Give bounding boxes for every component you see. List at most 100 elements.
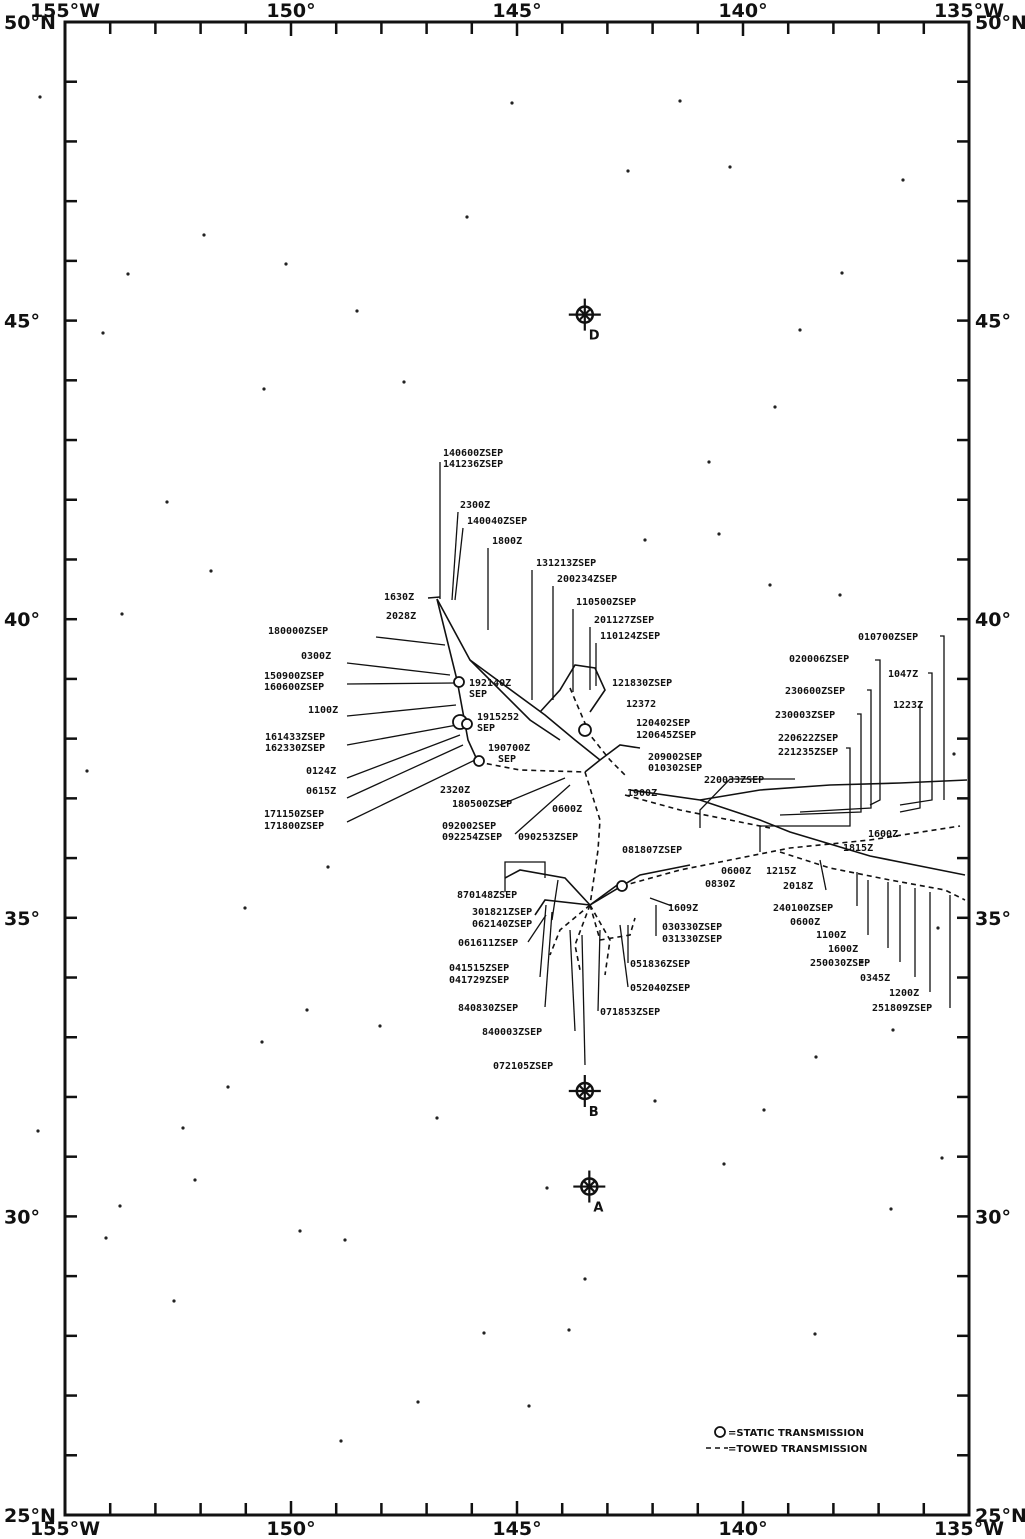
speck bbox=[527, 1404, 531, 1408]
lat-label-left: 30° bbox=[4, 1206, 40, 1228]
time-label: 052040ZSEP bbox=[630, 983, 690, 994]
time-label: 220622ZSEP bbox=[778, 733, 838, 744]
time-label: 201127ZSEP bbox=[594, 615, 654, 626]
time-label: 1100Z bbox=[308, 705, 338, 716]
speck bbox=[510, 101, 514, 105]
time-label: 0300Z bbox=[301, 651, 331, 662]
time-label: 0600Z bbox=[552, 804, 582, 815]
speck bbox=[165, 500, 169, 504]
lat-label-left: 40° bbox=[4, 609, 40, 631]
time-label: 071853ZSEP bbox=[600, 1007, 660, 1018]
static-transmission-points bbox=[452, 676, 628, 892]
scan-specks bbox=[36, 95, 956, 1443]
time-label: 180000ZSEP bbox=[268, 626, 328, 637]
time-label: 110500ZSEP bbox=[576, 597, 636, 608]
speck bbox=[717, 532, 721, 536]
speck bbox=[814, 1055, 818, 1059]
time-label: 051836ZSEP bbox=[630, 959, 690, 970]
speck bbox=[226, 1085, 230, 1089]
time-label: 1100Z bbox=[816, 930, 846, 941]
time-label: 250030ZSEP bbox=[810, 958, 870, 969]
speck bbox=[465, 215, 469, 219]
time-label: 221235ZSEP bbox=[778, 747, 838, 758]
time-label: 0615Z bbox=[306, 786, 336, 797]
buoy-d-icon: D bbox=[568, 298, 601, 344]
lon-label-top: 150° bbox=[266, 0, 315, 22]
speck bbox=[435, 1116, 439, 1120]
time-label: 1915252 bbox=[477, 712, 519, 723]
time-label: 090253ZSEP bbox=[518, 832, 578, 843]
speck bbox=[722, 1162, 726, 1166]
speck bbox=[202, 233, 206, 237]
lat-label-left: 45° bbox=[4, 311, 40, 333]
lat-label-right: 40° bbox=[975, 609, 1011, 631]
speck bbox=[838, 593, 842, 597]
time-label: 1047Z bbox=[888, 669, 918, 680]
speck bbox=[120, 612, 124, 616]
time-label: 0830Z bbox=[705, 879, 735, 890]
speck bbox=[707, 460, 711, 464]
speck bbox=[36, 1129, 40, 1133]
time-label: 120402SEP bbox=[636, 718, 690, 729]
speck bbox=[567, 1328, 571, 1332]
time-label: 240100ZSEP bbox=[773, 903, 833, 914]
speck bbox=[762, 1108, 766, 1112]
graticule-labels: 155°W 150° 145° 140° 135°W 155°W 150° 145° 140° 1… bbox=[4, 0, 1025, 1539]
speck bbox=[126, 272, 130, 276]
time-label: 062140ZSEP bbox=[472, 919, 532, 930]
time-label: 1200Z bbox=[889, 988, 919, 999]
speck bbox=[243, 906, 247, 910]
buoy-a-icon: A bbox=[573, 1170, 606, 1216]
speck bbox=[193, 1178, 197, 1182]
speck bbox=[298, 1229, 302, 1233]
time-label: 041515ZSEP bbox=[449, 963, 509, 974]
time-label: 2320Z bbox=[440, 785, 470, 796]
lat-label-left: 50°N bbox=[4, 12, 56, 34]
speck bbox=[172, 1299, 176, 1303]
speck bbox=[305, 1008, 309, 1012]
speck bbox=[181, 1126, 185, 1130]
time-label: 140600ZSEP bbox=[443, 448, 503, 459]
time-label: 870148ZSEP bbox=[457, 890, 517, 901]
speck bbox=[38, 95, 42, 99]
time-label: 1609Z bbox=[668, 903, 698, 914]
time-label: 230003ZSEP bbox=[775, 710, 835, 721]
time-label: 162330ZSEP bbox=[265, 743, 325, 754]
lon-label-bottom: 145° bbox=[492, 1518, 541, 1539]
time-label: 031330ZSEP bbox=[662, 934, 722, 945]
time-label: 1215Z bbox=[766, 866, 796, 877]
speck bbox=[402, 380, 406, 384]
time-label: 12372 bbox=[626, 699, 656, 710]
time-label: 1900Z bbox=[627, 788, 657, 799]
speck bbox=[101, 331, 105, 335]
buoy-b-icon: B bbox=[568, 1074, 601, 1120]
time-label: 1600Z bbox=[868, 829, 898, 840]
time-label: 010302SEP bbox=[648, 763, 702, 774]
speck bbox=[952, 752, 956, 756]
time-label: 209002SEP bbox=[648, 752, 702, 763]
time-label: 161433ZSEP bbox=[265, 732, 325, 743]
time-label: 840830ZSEP bbox=[458, 1003, 518, 1014]
time-label: 061611ZSEP bbox=[458, 938, 518, 949]
time-label: 092002SEP bbox=[442, 821, 496, 832]
speck bbox=[626, 169, 630, 173]
time-label: 171800ZSEP bbox=[264, 821, 324, 832]
lon-label-top: 140° bbox=[718, 0, 767, 22]
time-label: 010700ZSEP bbox=[858, 632, 918, 643]
speck bbox=[643, 538, 647, 542]
map-frame bbox=[63, 20, 971, 1517]
time-label: 0600Z bbox=[790, 917, 820, 928]
speck bbox=[260, 1040, 264, 1044]
speck bbox=[326, 865, 330, 869]
legend-towed-label: =TOWED TRANSMISSION bbox=[728, 1444, 867, 1455]
speck bbox=[416, 1400, 420, 1404]
time-label: 2300Z bbox=[460, 500, 490, 511]
legend: =STATIC TRANSMISSION =TOWED TRANSMISSION bbox=[706, 1426, 867, 1455]
time-label: 150900ZSEP bbox=[264, 671, 324, 682]
buoy-label: D bbox=[589, 329, 600, 344]
lon-label-bottom: 140° bbox=[718, 1518, 767, 1539]
lat-label-right: 50°N bbox=[975, 12, 1025, 34]
buoy-label: A bbox=[593, 1201, 603, 1216]
time-label: 121830ZSEP bbox=[612, 678, 672, 689]
